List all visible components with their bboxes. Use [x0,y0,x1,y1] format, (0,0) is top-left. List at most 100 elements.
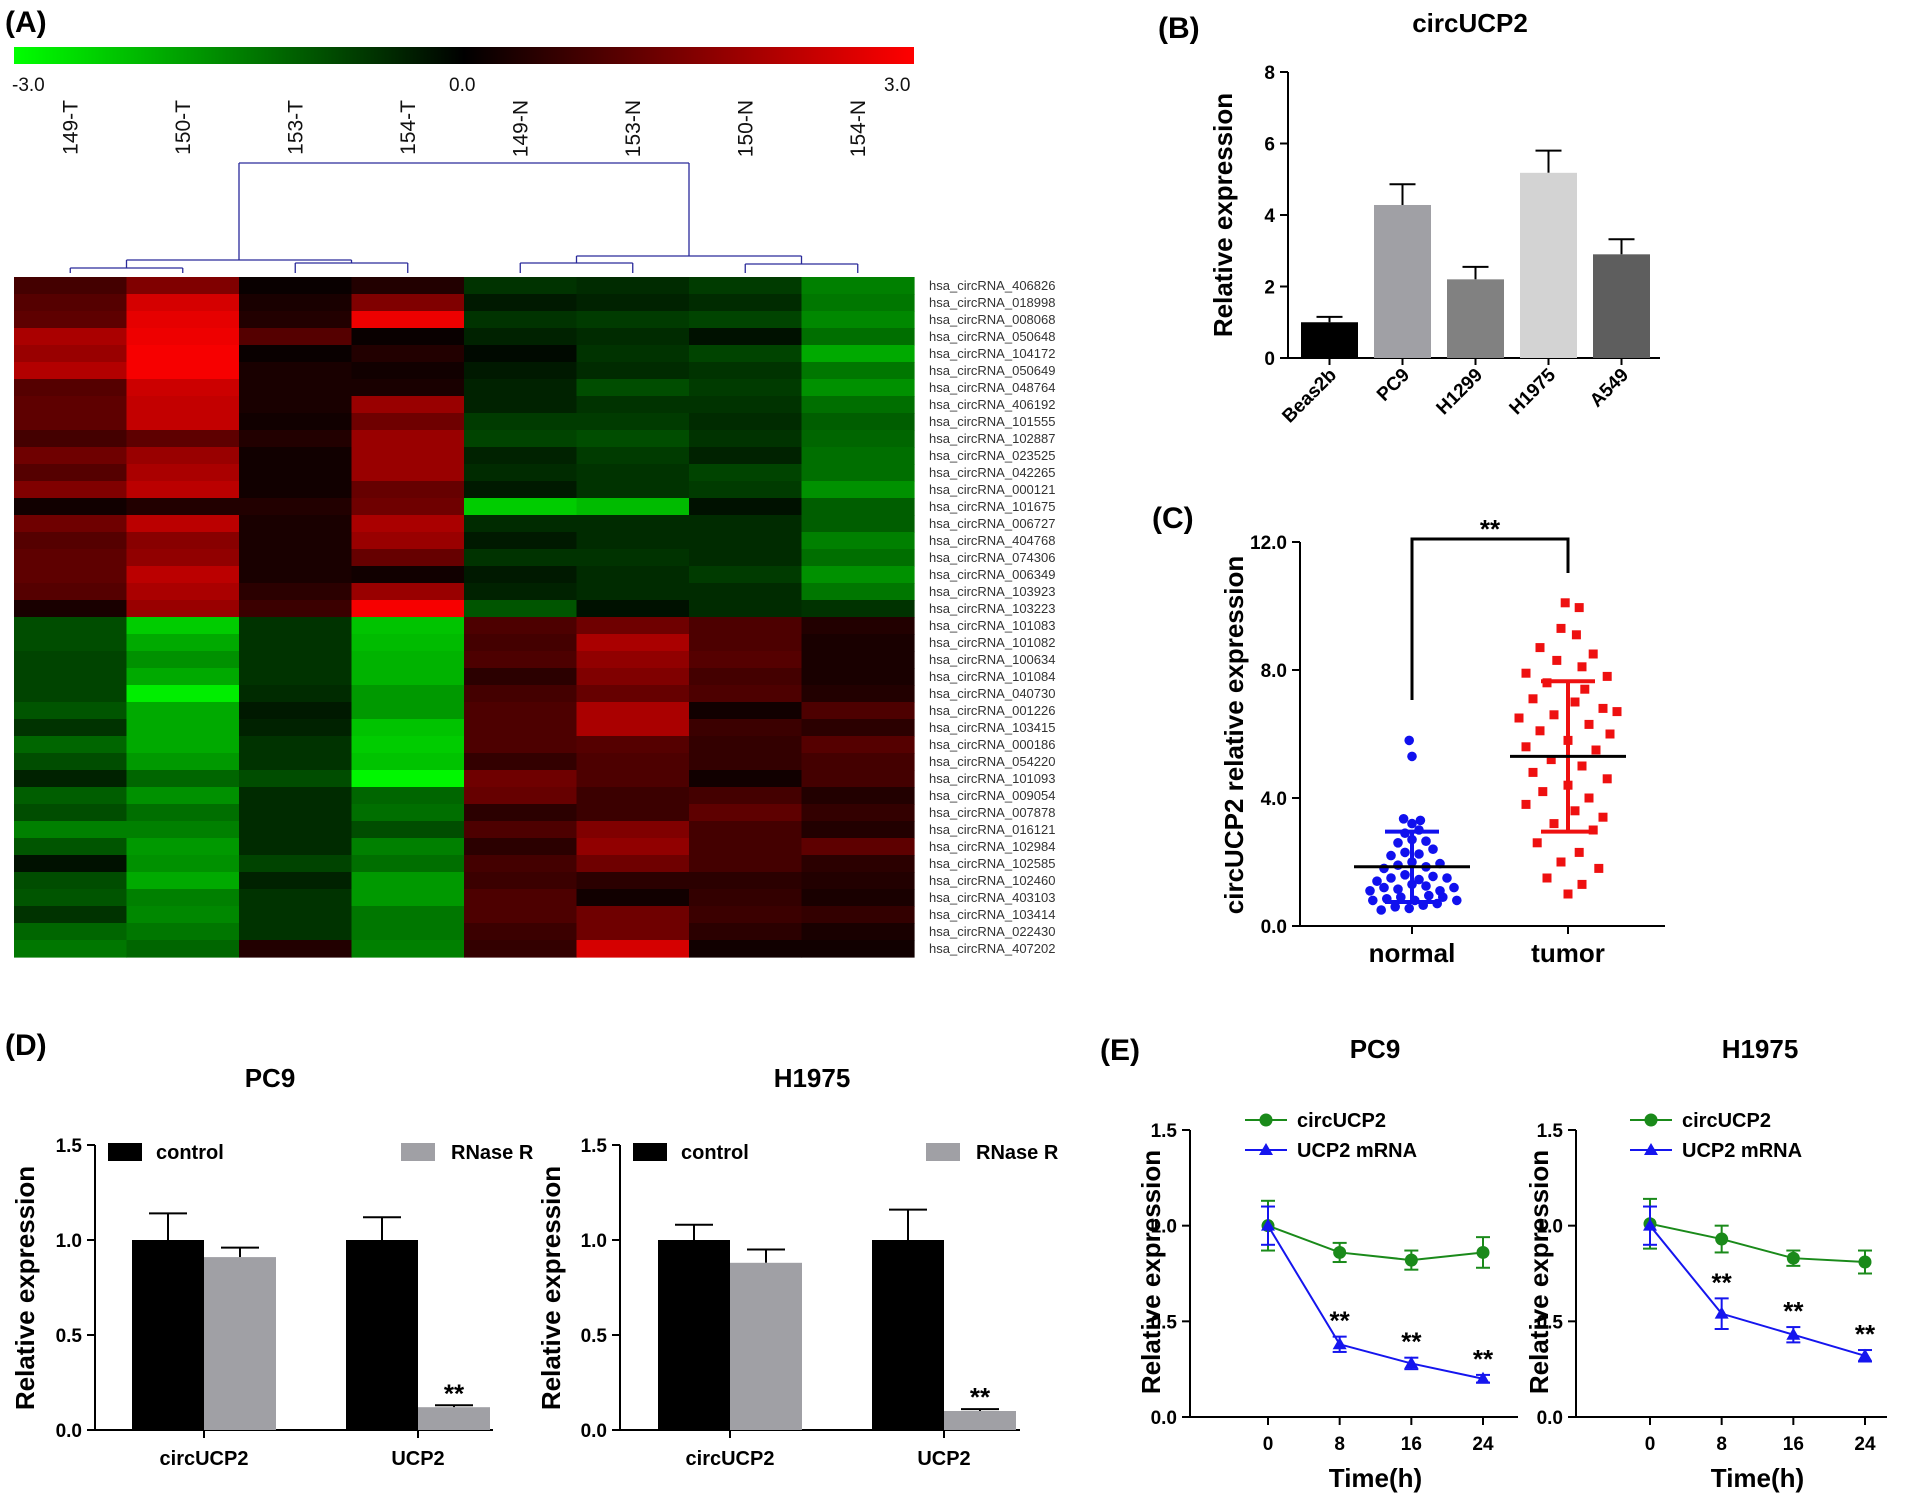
heatmap-cell [577,328,690,346]
data-point [1414,875,1424,885]
data-point [1393,884,1403,894]
heatmap-cell [577,634,690,652]
heatmap-cell [689,328,802,346]
heatmap-cell [464,515,577,533]
heatmap-cell [464,498,577,516]
heatmap-cell [802,855,915,873]
heatmap-cell [352,787,465,805]
heatmap-cell [14,498,127,516]
heatmap-row-label: hsa_circRNA_054220 [929,754,1055,769]
data-point [1787,1252,1800,1265]
y-tick-label: 0.0 [1537,1408,1563,1429]
chart-c: 0.0 4.0 8.0 12.0 normal tumor ** circUCP2 relat… [1219,514,1665,968]
data-point [1594,864,1603,873]
heatmap-cell [352,685,465,703]
heatmap-cell [239,430,352,448]
heatmap-row-label: hsa_circRNA_050648 [929,329,1055,344]
heatmap-cell [127,668,240,686]
heatmap-cell [352,702,465,720]
heatmap-cell [352,413,465,431]
data-point [1368,896,1378,906]
heatmap-cell [689,430,802,448]
significance-marker: ** [1855,1319,1876,1349]
data-point [1578,762,1587,771]
heatmap-row-label: hsa_circRNA_102984 [929,839,1055,854]
data-point [1515,714,1524,723]
x-tick-label: 8 [1334,1434,1345,1455]
y-tick-label: 1.5 [1151,1121,1178,1142]
y-tick-label: 0.0 [56,1421,82,1442]
data-point [1477,1246,1490,1259]
heatmap-cell [577,515,690,533]
heatmap-cell [464,787,577,805]
heatmap-cell [239,651,352,669]
heatmap-cell [14,668,127,686]
heatmap-row-label: hsa_circRNA_016121 [929,822,1055,837]
heatmap-cell [14,889,127,907]
figure: (A) (B) (C) (D) (E) -3.0 0.0 3.0 149-T 15… [0,0,1905,1493]
heatmap-cell [689,481,802,499]
heatmap-cell [352,838,465,856]
heatmap-row-label: hsa_circRNA_102460 [929,873,1055,888]
heatmap-cell [464,583,577,601]
heatmap-cell [14,549,127,567]
heatmap-cell [239,566,352,584]
heatmap-cell [577,617,690,635]
data-point [1522,800,1531,809]
heatmap-cell [14,345,127,363]
heatmap-cell [464,702,577,720]
heatmap-cell [14,787,127,805]
heatmap-column-label: 149-T [59,100,82,155]
x-tick-label: H1299 [1433,365,1487,419]
heatmap-cell [464,872,577,890]
legend-swatch [926,1143,960,1161]
chart-d2-title: H1975 [774,1063,851,1093]
heatmap-cell [464,362,577,380]
heatmap-cell [14,838,127,856]
heatmap-cell [464,396,577,414]
heatmap-cell [464,379,577,397]
heatmap-cell [127,617,240,635]
data-point [1365,886,1375,896]
heatmap-cell [127,294,240,312]
heatmap-cell [14,430,127,448]
heatmap-panel: -3.0 0.0 3.0 149-T 150-T 153-T 154-T 149-N 15… [12,47,1055,958]
data-point [1715,1233,1728,1246]
heatmap-column-label: 150-T [172,100,195,155]
legend-label: circUCP2 [1297,1110,1386,1132]
significance-marker: ** [970,1382,991,1412]
heatmap-cell [577,702,690,720]
heatmap-cell [802,804,915,822]
bar [1374,205,1431,358]
heatmap-cell [352,821,465,839]
heatmap-cell [352,889,465,907]
bar [730,1263,802,1430]
heatmap-cell [14,481,127,499]
heatmap-cell [352,906,465,924]
heatmap-cell [689,685,802,703]
heatmap-cell [14,379,127,397]
heatmap-cell [802,430,915,448]
heatmap-row-label: hsa_circRNA_040730 [929,686,1055,701]
x-axis-title: Time(h) [1329,1463,1422,1493]
y-tick-label: 0.0 [1261,917,1287,938]
heatmap-cell [577,889,690,907]
heatmap-cell [464,719,577,737]
data-point [1400,848,1410,858]
heatmap-cell [577,362,690,380]
x-tick-label: circUCP2 [686,1448,775,1470]
heatmap-column-label: 150-N [734,100,757,157]
x-axis-title: Time(h) [1711,1463,1804,1493]
y-tick-label: 0.0 [1151,1408,1177,1429]
heatmap-cell [352,345,465,363]
data-point [1599,813,1608,822]
heatmap-cell [239,770,352,788]
heatmap-cell [802,447,915,465]
heatmap-cell [127,600,240,618]
heatmap-cell [352,430,465,448]
data-point [1572,630,1581,639]
heatmap-cell [14,617,127,635]
heatmap-cell [689,515,802,533]
data-point [1550,819,1559,828]
y-tick-label: 6 [1264,135,1275,156]
